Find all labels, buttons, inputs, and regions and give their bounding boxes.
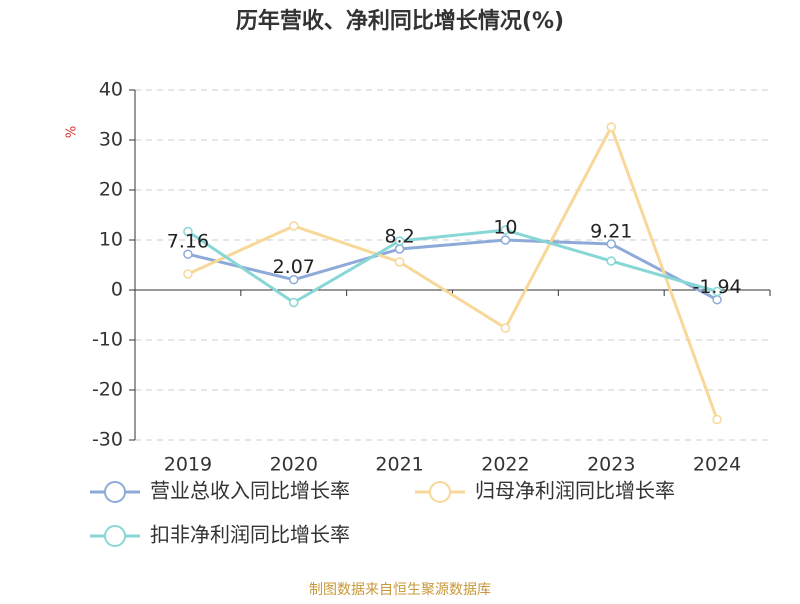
data-point (606, 256, 616, 266)
data-point (289, 274, 299, 285)
chart-title: 历年营收、净利同比增长情况(%) (236, 8, 564, 34)
data-point (183, 226, 193, 237)
data-label: 7.16 (167, 231, 209, 253)
data-point (183, 269, 193, 279)
legend-marker (104, 481, 126, 503)
data-point (394, 257, 405, 267)
source-note: 制图数据来自恒生聚源数据库 (309, 582, 491, 598)
y-axis-label: % (65, 126, 80, 138)
data-point (394, 236, 405, 246)
x-tick-label: 2020 (270, 454, 318, 476)
data-point (183, 249, 193, 259)
legend-marker (104, 525, 126, 547)
data-label: 10 (493, 217, 517, 239)
data-point (500, 235, 511, 245)
data-label: 8.2 (384, 226, 414, 248)
data-label: 9.21 (590, 220, 632, 242)
data-point (712, 286, 722, 297)
x-tick-label: 2019 (164, 454, 212, 476)
y-tick-label: 0 (111, 279, 123, 301)
legend-label: 扣非净利润同比增长率 (150, 523, 350, 547)
series-line (187, 123, 719, 421)
data-label: 2.07 (273, 256, 315, 278)
legend-marker (429, 481, 451, 503)
data-point (500, 323, 511, 333)
data-point (289, 221, 299, 231)
data-point (289, 297, 299, 308)
y-tick-label: 10 (99, 229, 123, 251)
data-point (500, 225, 511, 235)
x-tick-label: 2023 (587, 454, 635, 476)
y-tick-label: -10 (92, 329, 123, 351)
y-tick-label: 40 (99, 79, 123, 101)
y-tick-label: 30 (99, 129, 123, 151)
y-tick-label: 20 (99, 179, 123, 201)
data-point (606, 239, 616, 249)
x-tick-label: 2022 (481, 454, 529, 476)
data-label: -1.94 (692, 276, 741, 298)
x-tick-label: 2024 (693, 454, 741, 476)
series-line (187, 228, 718, 305)
y-tick-label: -30 (92, 429, 123, 451)
data-point (712, 414, 722, 425)
data-point (606, 122, 616, 132)
legend-label: 归母净利润同比增长率 (475, 479, 675, 503)
x-tick-label: 2021 (375, 454, 423, 476)
y-tick-label: -20 (92, 379, 123, 401)
series-line (187, 238, 718, 302)
legend-label: 营业总收入同比增长率 (150, 479, 350, 503)
